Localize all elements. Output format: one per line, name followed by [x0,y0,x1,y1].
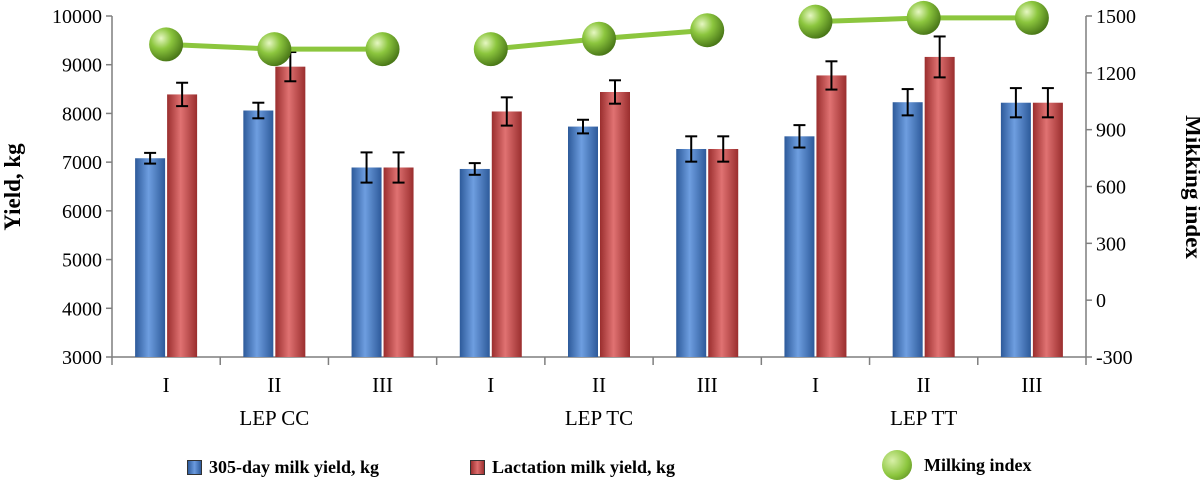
y-right-tick-label: 1500 [1096,6,1136,28]
y-left-tick-label: 7000 [62,152,102,174]
bar-305-day [568,126,598,358]
bar-lactation [275,66,306,358]
y-left-tick-label: 9000 [62,55,102,77]
x-sub-label: II [917,373,931,397]
milking-index-point [149,27,184,62]
legend-item-milking-index: Milking index [882,450,1032,480]
bar-lactation [1032,102,1063,357]
milking-index-point [798,4,833,39]
bar-305-day [784,136,815,357]
x-group-label: LEP TT [890,406,957,430]
legend-swatch-ball [882,450,912,480]
bar-lactation [383,167,414,357]
x-sub-label: III [697,373,718,397]
bar-305-day [892,102,923,357]
milking-index-point [1014,0,1049,35]
bar-305-day [676,148,707,357]
milking-index-point [582,21,616,56]
x-sub-label: I [163,373,170,397]
legend-label-305-day: 305-day milk yield, kg [209,457,380,477]
combo-chart: 3000 4000 5000 6000 7000 8000 9000 10000 -300 0 30… [0,0,1200,430]
y-right-tick-label: 600 [1096,177,1126,199]
y-right-tick-label: 0 [1096,290,1106,312]
y-right-tick-label: 900 [1096,120,1126,142]
bar-lactation [816,75,847,357]
bar-305-day [1000,102,1031,357]
y-axis-left-title: Yield, kg [0,143,25,231]
y-left-tick-label: 4000 [62,298,102,320]
x-sub-label: II [592,373,606,397]
legend-item-305-day: 305-day milk yield, kg [187,457,379,478]
x-sub-label: I [812,373,819,397]
y-left-tick-label: 3000 [62,347,102,369]
y-right-tick-label: -300 [1096,347,1133,369]
y-axis-right-title: Mikking index [1181,115,1200,259]
bar-305-day [351,167,382,357]
y-left-tick-label: 6000 [62,201,102,223]
legend-label-lactation: Lactation milk yield, kg [492,457,676,477]
legend-swatch-red [470,460,485,475]
bar-lactation [491,111,522,357]
y-left-tick-label: 8000 [62,103,102,125]
milking-index-point [690,13,725,48]
bar-305-day [459,168,490,357]
bar-305-day [243,110,274,358]
bar-lactation [924,56,955,358]
legend: 305-day milk yield, kg Lactation milk yi… [0,450,1200,480]
y-left-tick-label: 10000 [52,6,102,28]
x-group-label: LEP CC [239,406,309,430]
bar-305-day [135,158,166,357]
bar-lactation [708,148,739,357]
legend-label-milking-index: Milking index [924,454,1032,475]
bar-lactation [167,94,198,358]
bar-lactation [600,91,630,357]
y-left-tick-label: 5000 [62,250,102,272]
x-sub-label: III [1021,373,1042,397]
milking-index-point [473,32,508,67]
x-sub-label: I [487,373,494,397]
y-right-tick-label: 1200 [1096,63,1136,85]
legend-item-lactation: Lactation milk yield, kg [470,457,675,478]
y-right-tick-label: 300 [1096,233,1126,255]
milking-index-point [906,0,941,35]
x-sub-label: II [267,373,281,397]
milking-index-point [365,32,400,67]
milking-index-point [257,32,292,67]
legend-swatch-blue [187,460,202,475]
x-sub-label: III [372,373,393,397]
x-group-label: LEP TC [565,406,633,430]
